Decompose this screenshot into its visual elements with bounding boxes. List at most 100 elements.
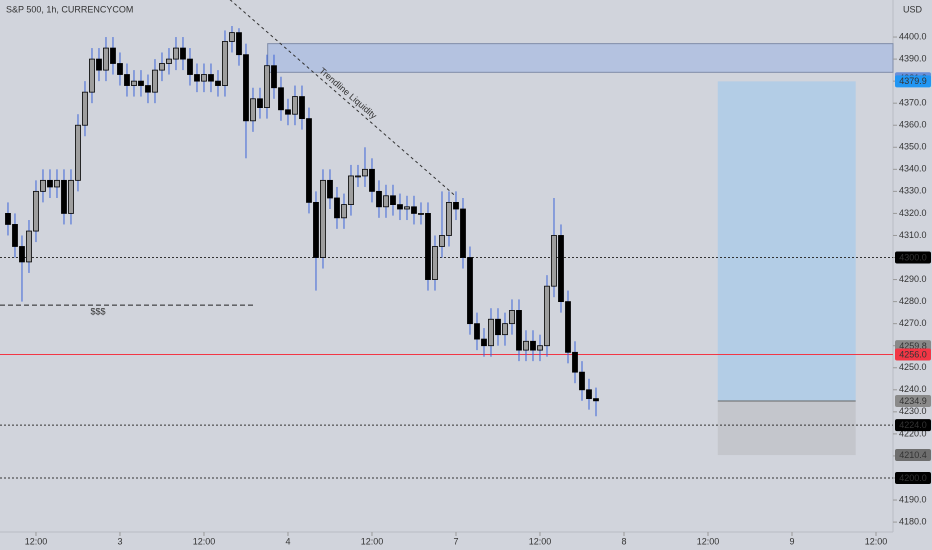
y-tick-label: 4290.0 — [899, 274, 927, 284]
y-tick-label: 4270.0 — [899, 318, 927, 328]
candle-body — [418, 213, 424, 215]
candle-body — [299, 96, 305, 120]
candle-body — [481, 338, 487, 347]
candle-body — [397, 204, 403, 210]
candle-body — [250, 98, 256, 122]
candle-body — [215, 80, 221, 86]
candle-body — [110, 47, 116, 64]
trendline — [229, 0, 456, 197]
y-tick-label: 4220.0 — [899, 428, 927, 438]
candle-body — [306, 118, 312, 203]
chart-title: S&P 500, 1h, CURRENCYCOM — [6, 4, 133, 14]
loss-zone — [717, 401, 856, 456]
x-tick-label: 12:00 — [529, 536, 552, 546]
candle-body — [12, 224, 18, 247]
candle-body — [565, 301, 571, 353]
price-label-box — [895, 471, 931, 484]
candle-body — [278, 87, 284, 111]
x-tick-label: 7 — [453, 536, 458, 546]
y-tick-label: 4190.0 — [899, 494, 927, 504]
y-tick-label: 4350.0 — [899, 142, 927, 152]
y-tick-label: 4180.0 — [899, 516, 927, 526]
candle-body — [117, 63, 123, 75]
candle-body — [187, 58, 193, 75]
price-label: 4256.0 — [899, 349, 927, 359]
x-tick-label: 3 — [117, 536, 122, 546]
candle-body — [334, 197, 340, 219]
candle-body — [327, 179, 333, 199]
candle-body — [474, 323, 480, 340]
candle-body — [586, 389, 592, 400]
candle-body — [47, 179, 53, 188]
y-tick-label: 4310.0 — [899, 230, 927, 240]
candle-body — [243, 54, 249, 122]
candle-body — [404, 206, 410, 210]
candle-body — [432, 246, 438, 280]
candle-body — [460, 208, 466, 258]
candle-body — [257, 98, 263, 108]
candle-body — [467, 257, 473, 325]
price-label-box — [895, 419, 931, 432]
candle-body — [425, 213, 431, 280]
candle-body — [551, 235, 557, 287]
candle-body — [75, 124, 81, 181]
x-tick-label: 12:00 — [25, 536, 48, 546]
candle-body — [292, 96, 298, 115]
price-label: 4210.4 — [899, 450, 927, 460]
x-tick-label: 9 — [789, 536, 794, 546]
price-label-box — [895, 75, 931, 88]
price-label-box — [895, 348, 931, 361]
candle-body — [579, 371, 585, 391]
candle-body — [593, 398, 599, 402]
candle-body — [271, 65, 277, 89]
y-tick-label: 4340.0 — [899, 164, 927, 174]
candle-body — [103, 47, 109, 71]
candle-body — [509, 310, 515, 325]
y-tick-label: 4250.0 — [899, 362, 927, 372]
candle-body — [229, 32, 235, 42]
x-tick-label: 12:00 — [193, 536, 216, 546]
candle-body — [236, 32, 242, 56]
candle-body — [446, 201, 452, 236]
candle-body — [82, 91, 88, 126]
currency: USD — [903, 4, 923, 14]
profit-zone — [717, 81, 856, 402]
candle-body — [495, 318, 501, 336]
price-label-box — [895, 395, 931, 408]
candle-body — [40, 179, 46, 192]
candle-body — [572, 351, 578, 373]
liquidity-label: $$$ — [90, 307, 105, 317]
candle-body — [488, 318, 494, 347]
candle-body — [362, 168, 368, 177]
candle-body — [124, 74, 130, 86]
price-label: 4259.8 — [899, 341, 927, 351]
x-tick-label: 4 — [285, 536, 290, 546]
price-label: 4234.9 — [899, 396, 927, 406]
x-tick-label: 12:00 — [697, 536, 720, 546]
candle-body — [5, 213, 11, 225]
candle-body — [544, 285, 550, 347]
candle-body — [26, 230, 32, 263]
candle-body — [19, 246, 25, 263]
candle-body — [166, 58, 172, 64]
y-tick-label: 4400.0 — [899, 31, 927, 41]
y-tick-label: 4230.0 — [899, 406, 927, 416]
candle-body — [537, 345, 543, 351]
candle-body — [376, 190, 382, 208]
candle-body — [54, 179, 60, 188]
y-tick-label: 4320.0 — [899, 208, 927, 218]
candle-body — [341, 204, 347, 219]
candle-body — [558, 235, 564, 303]
candle-body — [390, 195, 396, 205]
y-tick-label: 4330.0 — [899, 186, 927, 196]
candle-body — [89, 58, 95, 93]
y-tick-label: 4240.0 — [899, 384, 927, 394]
x-tick-label: 8 — [621, 536, 626, 546]
candle-body — [208, 74, 214, 82]
candle-body — [138, 80, 144, 86]
candle-body — [523, 340, 529, 351]
candle-body — [173, 47, 179, 60]
candle-body — [348, 175, 354, 205]
candle-body — [320, 179, 326, 258]
candle-body — [383, 195, 389, 208]
